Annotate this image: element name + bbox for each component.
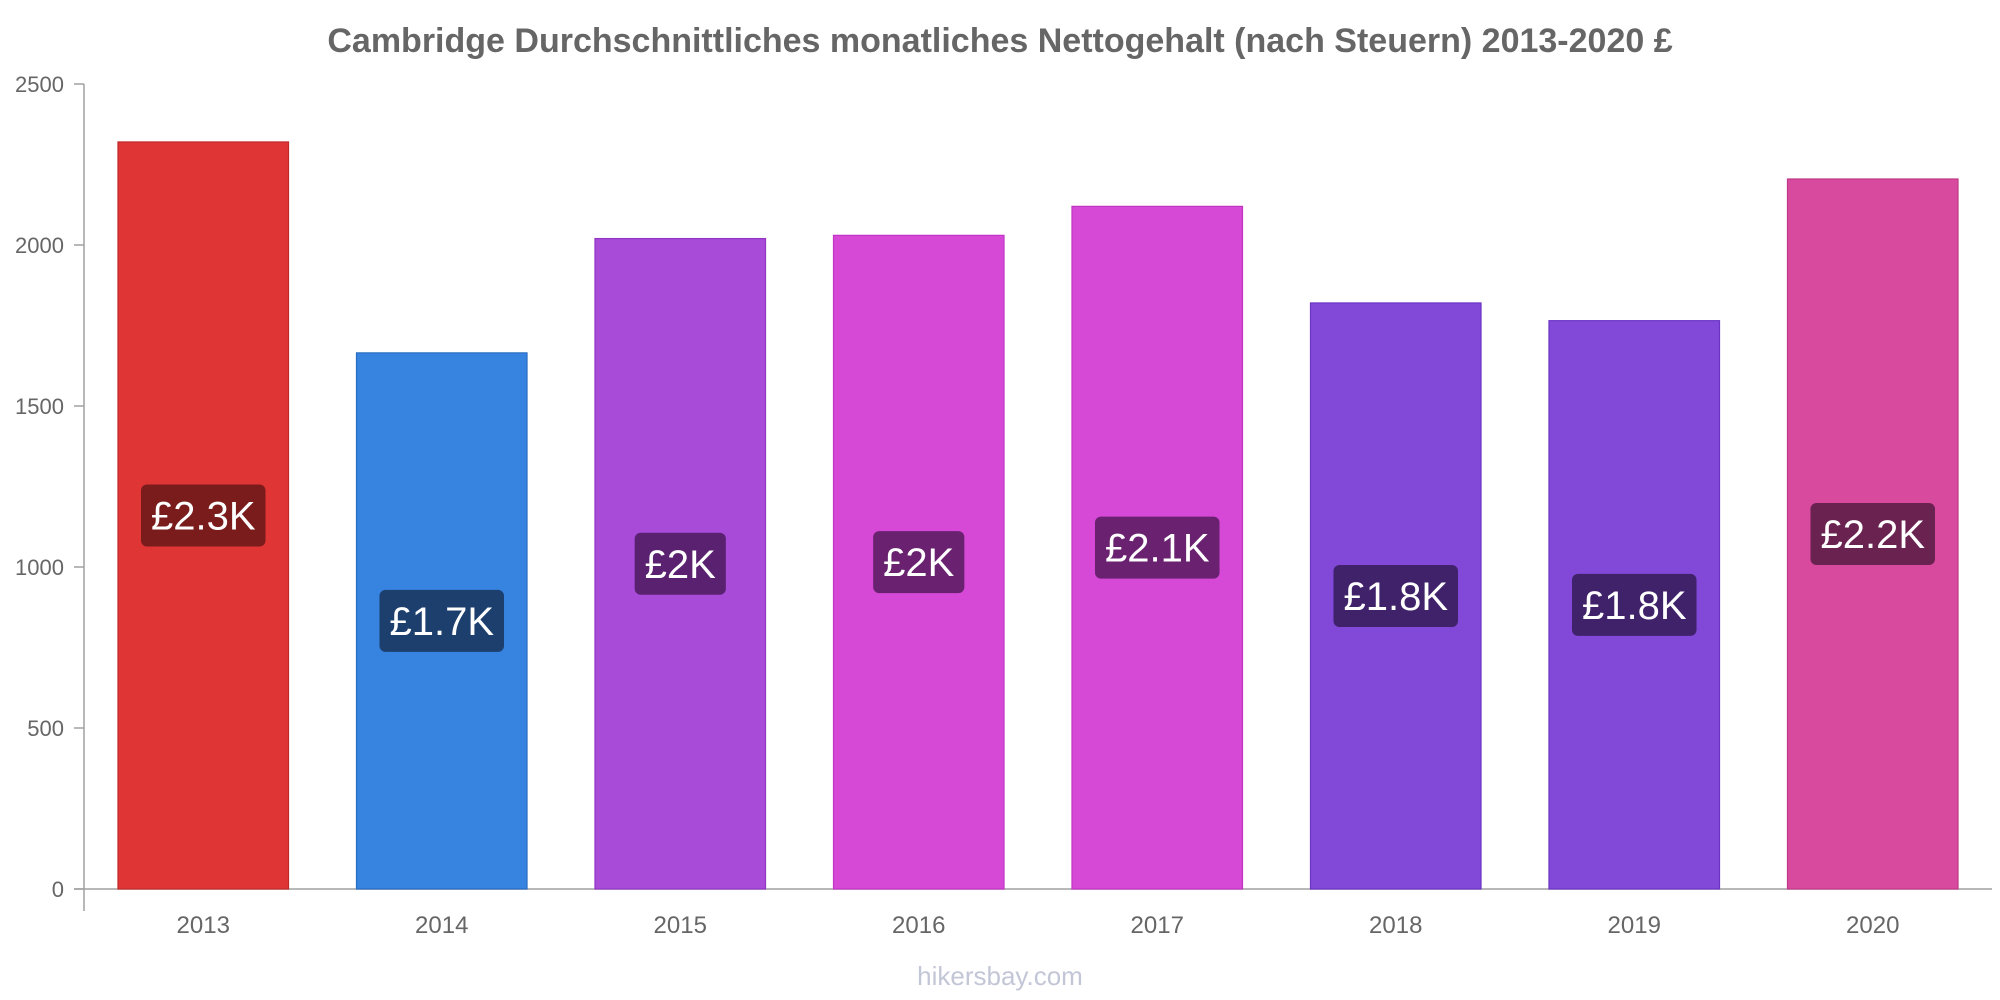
data-label-badge (1094, 516, 1220, 579)
bars (117, 141, 1959, 890)
data-label-badge (1810, 502, 1936, 565)
data-label-text: £2.2K (1820, 513, 1925, 557)
data-label-2017: £2.1K (1094, 516, 1220, 579)
data-label-2015: £2K (634, 532, 726, 595)
x-tick-label: 2019 (1608, 912, 1661, 939)
data-label-2019: £1.8K (1571, 573, 1697, 636)
data-label-2014: £1.7K (379, 589, 505, 652)
data-label-text: £2.3K (151, 494, 256, 538)
x-tick-label: 2018 (1369, 912, 1422, 939)
data-label-2018: £1.8K (1333, 564, 1459, 627)
data-label-2016: £2K (873, 531, 965, 594)
x-tick-label: 2014 (415, 912, 468, 939)
data-label-badge (1333, 564, 1459, 627)
y-tick-label: 2500 (15, 72, 64, 97)
data-label-badge (379, 589, 505, 652)
x-tick-label: 2017 (1131, 912, 1184, 939)
y-tick-label: 1500 (15, 394, 64, 419)
y-tick-label: 500 (27, 716, 64, 741)
chart-title: Cambridge Durchschnittliches monatliches… (327, 22, 1672, 60)
data-label-text: £1.8K (1582, 584, 1687, 628)
y-tick-label: 2000 (15, 233, 64, 258)
data-label-text: £2.1K (1105, 527, 1210, 571)
data-label-2020: £2.2K (1810, 502, 1936, 565)
y-axis: 0 500 1000 1500 2000 2500 (15, 72, 85, 911)
data-label-text: £1.7K (389, 600, 494, 644)
data-label-badge (1571, 573, 1697, 636)
data-label-badge (140, 484, 266, 547)
x-axis: 2013 2014 2015 2016 2017 2018 2019 2020 (74, 888, 1992, 939)
x-tick-label: 2015 (654, 912, 707, 939)
data-label-2013: £2.3K (140, 484, 266, 547)
x-tick-label: 2016 (892, 912, 945, 939)
y-tick-label: 0 (52, 877, 64, 902)
data-label-text: £1.8K (1343, 575, 1448, 619)
x-tick-label: 2013 (177, 912, 230, 939)
data-labels: £2.3K £1.7K £2K £2K £2.1K £1.8K £1.8K £2.2K (140, 484, 1936, 652)
y-tick-label: 1000 (15, 555, 64, 580)
x-tick-label: 2020 (1846, 912, 1899, 939)
watermark: hikersbay.com (917, 961, 1083, 991)
data-label-badge (873, 531, 965, 594)
data-label-text: £2K (883, 541, 954, 585)
data-label-text: £2K (645, 543, 716, 587)
data-label-badge (634, 532, 726, 595)
